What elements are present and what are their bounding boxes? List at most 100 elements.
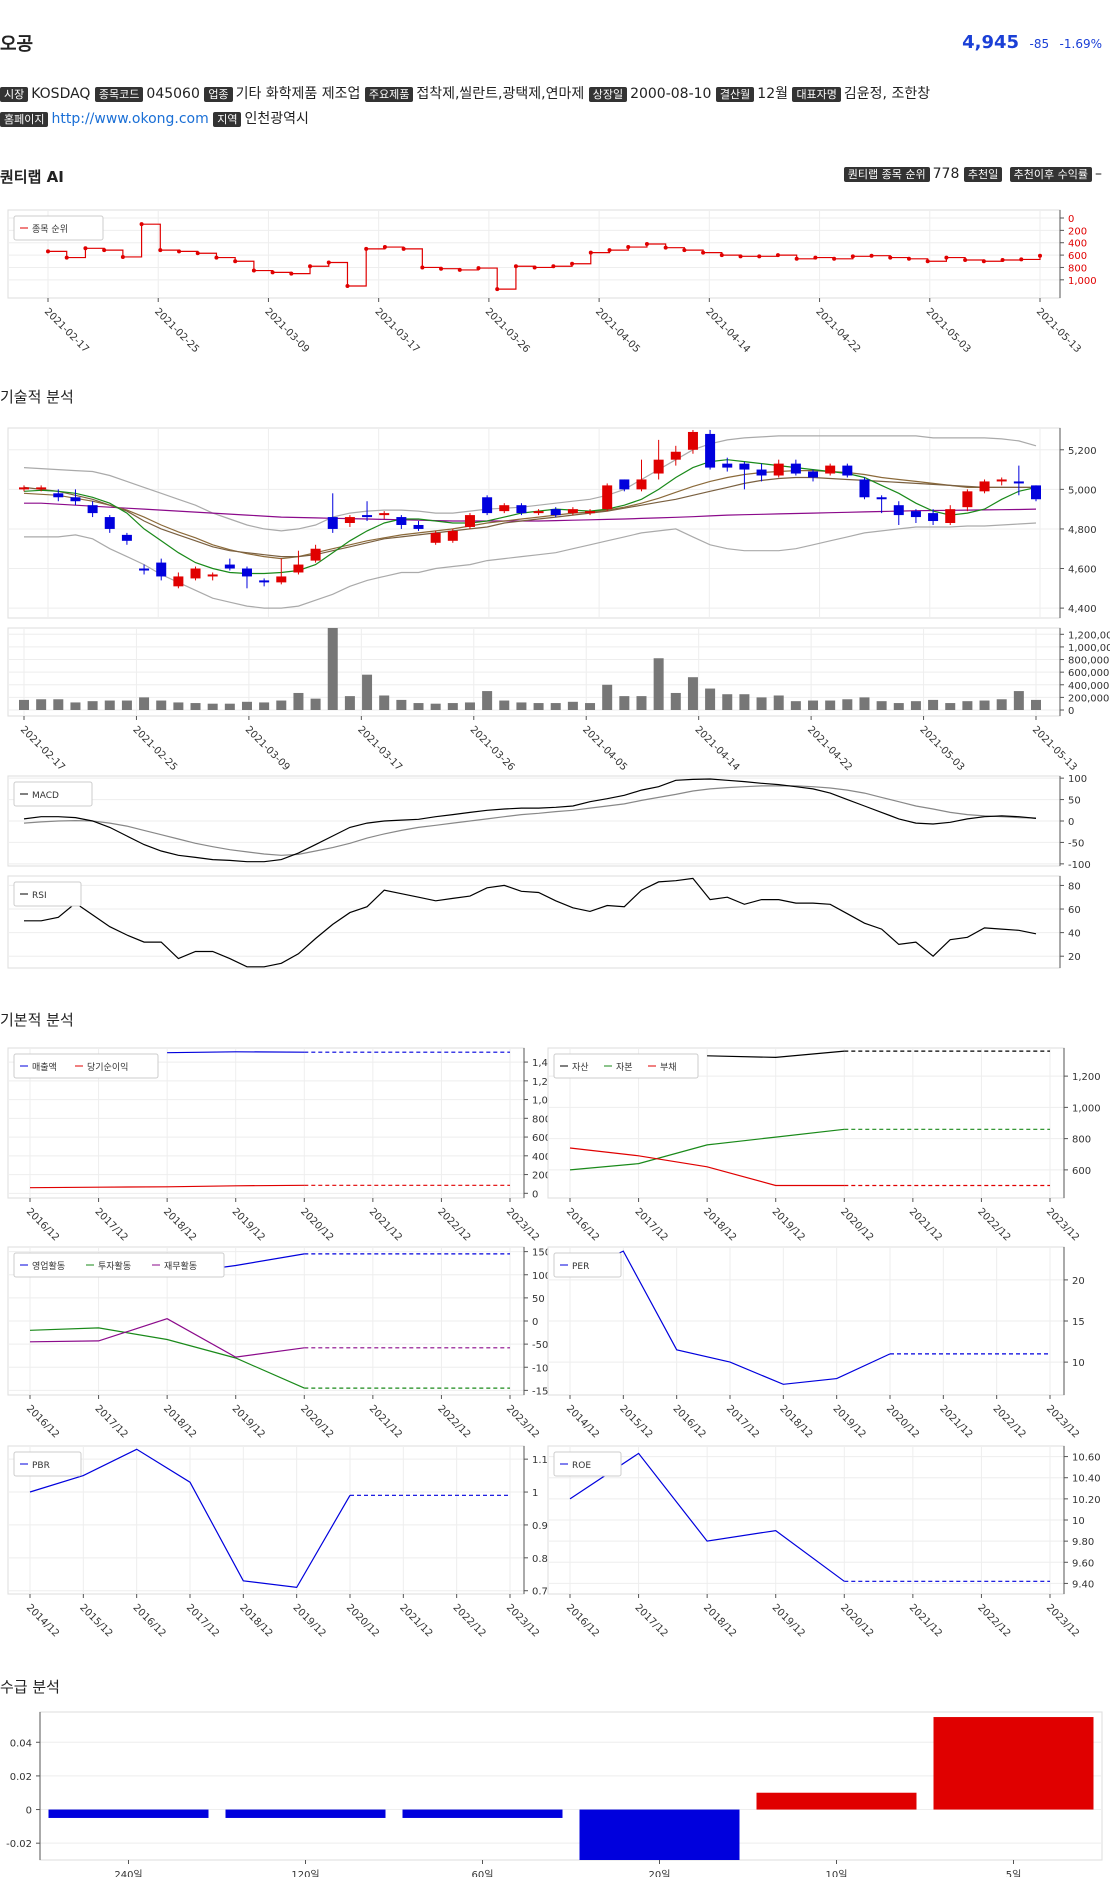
macd-legend-box bbox=[13, 781, 93, 807]
volume-bar bbox=[499, 700, 510, 710]
volume-bar bbox=[1031, 699, 1041, 710]
roe-legend-label: ROE bbox=[572, 1461, 591, 1471]
rank-point bbox=[588, 250, 593, 255]
cashflow-xtick-label: 2018/12 bbox=[161, 1403, 198, 1440]
rank-point bbox=[289, 271, 294, 276]
return-badge: 추천이후 수익률 bbox=[1009, 167, 1092, 182]
candle-body bbox=[87, 505, 98, 514]
section-fund-title: 기본적 분석 bbox=[0, 1011, 74, 1029]
candle-body bbox=[362, 515, 373, 518]
cashflow-xtick-label: 2019/12 bbox=[230, 1403, 267, 1440]
sales-ytick-label: 200 bbox=[532, 1171, 551, 1182]
price-ytick-label: 5,000 bbox=[1068, 485, 1097, 496]
macd-frame bbox=[7, 775, 1061, 867]
volume-xtick-label: 2021-04-22 bbox=[805, 724, 854, 773]
candle-body bbox=[516, 505, 527, 514]
volume-bar bbox=[808, 700, 819, 710]
macd-legend-label: MACD bbox=[32, 791, 59, 801]
cashflow-ytick-label: -50 bbox=[532, 1340, 548, 1351]
rank-point bbox=[177, 249, 182, 254]
volume-bar bbox=[705, 688, 716, 710]
sales-legend-box bbox=[13, 1053, 159, 1079]
per-0-line bbox=[569, 1250, 891, 1385]
volume-xtick-label: 2021-03-26 bbox=[468, 724, 517, 773]
rank-point bbox=[869, 253, 874, 258]
candle-body bbox=[379, 513, 390, 516]
volume-ytick-label: 1,200,000 bbox=[1068, 630, 1110, 641]
rsi-ytick-label: 40 bbox=[1068, 929, 1081, 940]
rank-xtick-label: 2021-04-22 bbox=[813, 306, 862, 355]
rank-legend-box bbox=[13, 215, 104, 241]
pbr-xtick-label: 2019/12 bbox=[291, 1602, 328, 1639]
per-ytick-label: 20 bbox=[1072, 1276, 1085, 1287]
assets-ytick-label: 1,000 bbox=[1072, 1103, 1101, 1114]
rank-xtick-label: 2021-05-03 bbox=[924, 306, 973, 355]
rank-point bbox=[1038, 253, 1042, 258]
candle-body bbox=[464, 515, 475, 527]
volume-bar bbox=[910, 701, 921, 710]
candle-body bbox=[259, 580, 270, 583]
rank-point bbox=[139, 222, 144, 227]
candle-body bbox=[722, 463, 733, 468]
roe-0-line bbox=[569, 1452, 845, 1582]
sector-badge: 업종 bbox=[204, 87, 233, 102]
volume-bar bbox=[70, 702, 81, 710]
roe-frame bbox=[547, 1445, 1065, 1595]
volume-bar bbox=[636, 696, 647, 710]
volume-bar bbox=[670, 692, 681, 710]
rank-point bbox=[607, 248, 612, 253]
volume-xtick-label: 2021-02-25 bbox=[130, 724, 179, 773]
per-xtick-label: 2014/12 bbox=[564, 1403, 601, 1440]
candle-body bbox=[190, 568, 201, 579]
rank-point bbox=[701, 250, 706, 255]
candle-body bbox=[842, 465, 853, 476]
rank-point bbox=[981, 259, 986, 264]
candle-body bbox=[53, 493, 64, 498]
product-value: 접착제,씰란트,광택제,연마제 bbox=[416, 86, 585, 102]
candle-body bbox=[670, 451, 681, 460]
per-xtick-label: 2017/12 bbox=[724, 1403, 761, 1440]
macd-ytick-label: 50 bbox=[1068, 796, 1081, 807]
volume-bar bbox=[550, 703, 561, 710]
candle-body bbox=[928, 513, 939, 522]
assets-xtick-label: 2021/12 bbox=[907, 1206, 944, 1243]
candle-body bbox=[173, 576, 184, 587]
sales-ytick-label: 1,200 bbox=[532, 1077, 561, 1088]
assets-xtick-label: 2022/12 bbox=[975, 1206, 1012, 1243]
cashflow-ytick-label: 0 bbox=[532, 1317, 538, 1328]
volume-bar bbox=[979, 700, 990, 710]
roe-ytick-label: 9.40 bbox=[1072, 1579, 1094, 1590]
rank-point bbox=[888, 255, 893, 260]
cashflow-xtick-label: 2021/12 bbox=[367, 1403, 404, 1440]
candle-body bbox=[156, 562, 167, 577]
volume-bar bbox=[121, 700, 132, 710]
assets-legend-label: 자본 bbox=[616, 1062, 633, 1073]
roe-ytick-label: 9.60 bbox=[1072, 1558, 1094, 1569]
per-xtick-label: 2022/12 bbox=[991, 1403, 1028, 1440]
sales-ytick-label: 1,400 bbox=[532, 1058, 561, 1069]
sales-xtick-label: 2018/12 bbox=[161, 1206, 198, 1243]
candle-body bbox=[70, 497, 81, 502]
market-value: KOSDAQ bbox=[31, 86, 91, 102]
candle-body bbox=[104, 517, 115, 529]
cashflow-xtick-label: 2016/12 bbox=[24, 1403, 61, 1440]
homepage-link[interactable]: http://www.okong.com bbox=[51, 111, 209, 127]
rank-ytick-label: 0 bbox=[1068, 214, 1074, 225]
pbr-xtick-label: 2018/12 bbox=[237, 1602, 274, 1639]
rank-point bbox=[326, 260, 331, 265]
pbr-xtick-label: 2014/12 bbox=[24, 1602, 61, 1639]
rsi-legend-box bbox=[13, 881, 82, 907]
pbr-xtick-label: 2023/12 bbox=[504, 1602, 541, 1639]
volume-ytick-label: 600,000 bbox=[1068, 668, 1109, 679]
candle-body bbox=[945, 509, 956, 523]
sales-0-line bbox=[167, 1051, 305, 1054]
candle-body bbox=[790, 463, 801, 474]
price-ma20-line bbox=[23, 476, 1036, 558]
price-ytick-label: 4,600 bbox=[1068, 565, 1097, 576]
pbr-legend-box bbox=[13, 1451, 82, 1477]
supply-bar bbox=[402, 1809, 563, 1818]
supply-xtick-label: 20일 bbox=[649, 1869, 671, 1877]
price-bb-upper-line bbox=[23, 435, 1037, 532]
assets-1-line bbox=[569, 1128, 845, 1171]
listing-value: 2000-08-10 bbox=[630, 86, 712, 102]
